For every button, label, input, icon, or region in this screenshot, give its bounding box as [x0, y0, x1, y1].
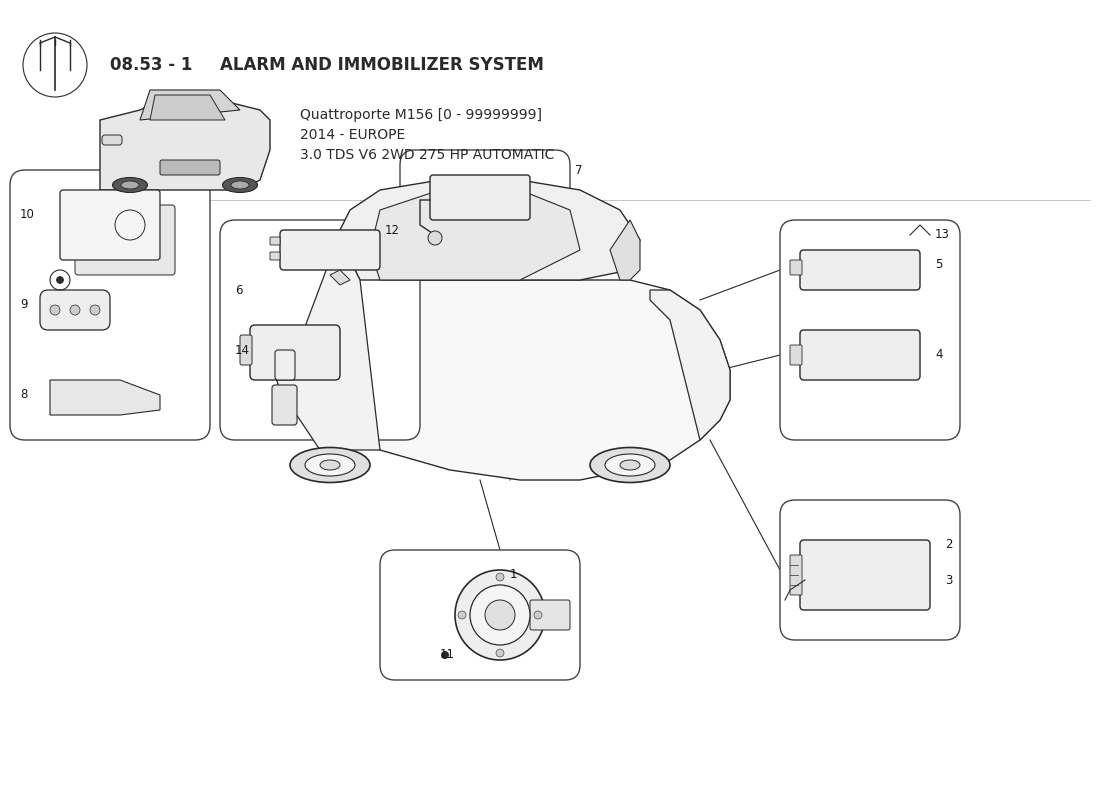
Ellipse shape — [222, 178, 257, 193]
Text: 13: 13 — [935, 229, 950, 242]
Text: 9: 9 — [20, 298, 28, 311]
FancyBboxPatch shape — [400, 150, 570, 250]
Circle shape — [70, 305, 80, 315]
Text: 2: 2 — [945, 538, 953, 551]
Polygon shape — [650, 290, 730, 440]
Ellipse shape — [305, 454, 355, 476]
Circle shape — [428, 231, 442, 245]
Ellipse shape — [231, 181, 249, 189]
Text: 3.0 TDS V6 2WD 275 HP AUTOMATIC: 3.0 TDS V6 2WD 275 HP AUTOMATIC — [300, 148, 554, 162]
Polygon shape — [340, 180, 640, 280]
Circle shape — [455, 570, 544, 660]
Circle shape — [496, 573, 504, 581]
FancyBboxPatch shape — [272, 385, 297, 425]
Text: 1: 1 — [510, 569, 517, 582]
FancyBboxPatch shape — [250, 325, 340, 380]
Text: 2014 - EUROPE: 2014 - EUROPE — [300, 128, 405, 142]
Polygon shape — [150, 95, 226, 120]
Circle shape — [56, 277, 64, 283]
Polygon shape — [140, 90, 240, 120]
Circle shape — [50, 305, 60, 315]
Ellipse shape — [590, 447, 670, 482]
FancyBboxPatch shape — [60, 190, 160, 260]
Polygon shape — [100, 100, 270, 190]
Polygon shape — [50, 380, 160, 415]
FancyBboxPatch shape — [240, 335, 252, 365]
Text: 08.53 - 1: 08.53 - 1 — [110, 56, 192, 74]
FancyBboxPatch shape — [800, 330, 920, 380]
FancyBboxPatch shape — [10, 170, 210, 440]
Circle shape — [534, 611, 542, 619]
FancyBboxPatch shape — [275, 350, 295, 380]
Circle shape — [90, 305, 100, 315]
Polygon shape — [610, 220, 640, 280]
FancyBboxPatch shape — [270, 237, 280, 245]
Circle shape — [441, 651, 449, 659]
FancyBboxPatch shape — [102, 135, 122, 145]
FancyBboxPatch shape — [379, 550, 580, 680]
Text: 4: 4 — [935, 349, 943, 362]
Text: 7: 7 — [575, 163, 583, 177]
FancyBboxPatch shape — [220, 220, 420, 440]
Ellipse shape — [320, 460, 340, 470]
Circle shape — [485, 600, 515, 630]
Text: 14: 14 — [235, 343, 250, 357]
Circle shape — [496, 649, 504, 657]
FancyBboxPatch shape — [780, 220, 960, 440]
FancyBboxPatch shape — [800, 540, 929, 610]
Text: 11: 11 — [440, 649, 455, 662]
Polygon shape — [330, 270, 350, 285]
Text: 8: 8 — [20, 389, 28, 402]
FancyBboxPatch shape — [280, 230, 380, 270]
Polygon shape — [270, 230, 380, 450]
FancyBboxPatch shape — [530, 600, 570, 630]
Ellipse shape — [620, 460, 640, 470]
FancyBboxPatch shape — [790, 345, 802, 365]
FancyBboxPatch shape — [790, 555, 802, 595]
FancyBboxPatch shape — [430, 175, 530, 220]
Text: 10: 10 — [20, 209, 35, 222]
Polygon shape — [370, 190, 580, 280]
Text: 6: 6 — [235, 283, 242, 297]
Text: Quattroporte M156 [0 - 99999999]: Quattroporte M156 [0 - 99999999] — [300, 108, 542, 122]
Ellipse shape — [121, 181, 139, 189]
Circle shape — [470, 585, 530, 645]
FancyBboxPatch shape — [800, 250, 920, 290]
FancyBboxPatch shape — [790, 260, 802, 275]
FancyBboxPatch shape — [160, 160, 220, 175]
Ellipse shape — [290, 447, 370, 482]
FancyBboxPatch shape — [780, 500, 960, 640]
FancyBboxPatch shape — [270, 252, 280, 260]
FancyBboxPatch shape — [75, 205, 175, 275]
Polygon shape — [270, 280, 730, 480]
Ellipse shape — [112, 178, 147, 193]
Text: 3: 3 — [945, 574, 953, 586]
Ellipse shape — [605, 454, 654, 476]
Text: 12: 12 — [385, 223, 400, 237]
Text: 5: 5 — [935, 258, 943, 271]
Text: ALARM AND IMMOBILIZER SYSTEM: ALARM AND IMMOBILIZER SYSTEM — [220, 56, 543, 74]
FancyBboxPatch shape — [40, 290, 110, 330]
Circle shape — [458, 611, 466, 619]
